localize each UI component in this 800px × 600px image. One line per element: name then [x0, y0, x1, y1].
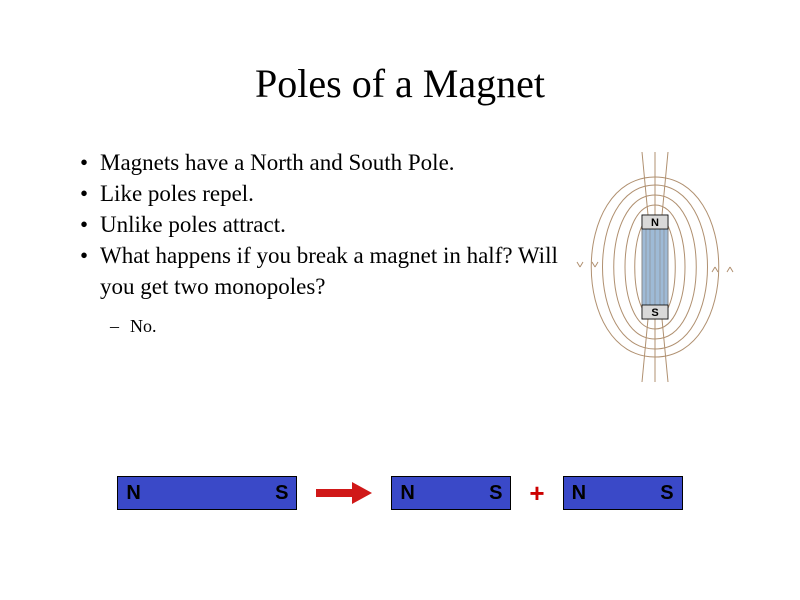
- magnet-half-2: N S: [563, 476, 683, 510]
- break-arrow: [309, 480, 379, 506]
- bullet-list: Magnets have a North and South Pole. Lik…: [40, 147, 560, 337]
- bullet-item: Magnets have a North and South Pole.: [80, 147, 560, 178]
- content-row: Magnets have a North and South Pole. Lik…: [40, 147, 760, 387]
- n-pole-label: N: [651, 217, 659, 229]
- bullet-item: Like poles repel.: [80, 178, 560, 209]
- pole-s: S: [451, 477, 510, 509]
- magnet-break-row: N S N S + N S: [0, 476, 800, 510]
- slide-title: Poles of a Magnet: [40, 60, 760, 107]
- sub-bullet-item: No.: [80, 316, 560, 337]
- slide: Poles of a Magnet Magnets have a North a…: [0, 0, 800, 600]
- pole-s: S: [207, 477, 296, 509]
- plus-sign: +: [523, 478, 550, 509]
- magnetic-field-diagram: N S: [560, 147, 750, 387]
- arrow-icon: [314, 480, 374, 506]
- pole-n: N: [118, 477, 207, 509]
- bullet-item: What happens if you break a magnet in ha…: [80, 240, 560, 302]
- magnet-whole: N S: [117, 476, 297, 510]
- pole-n: N: [564, 477, 623, 509]
- magnet-half-1: N S: [391, 476, 511, 510]
- pole-s: S: [623, 477, 682, 509]
- pole-n: N: [392, 477, 451, 509]
- bullet-item: Unlike poles attract.: [80, 209, 560, 240]
- s-pole-label: S: [651, 307, 658, 319]
